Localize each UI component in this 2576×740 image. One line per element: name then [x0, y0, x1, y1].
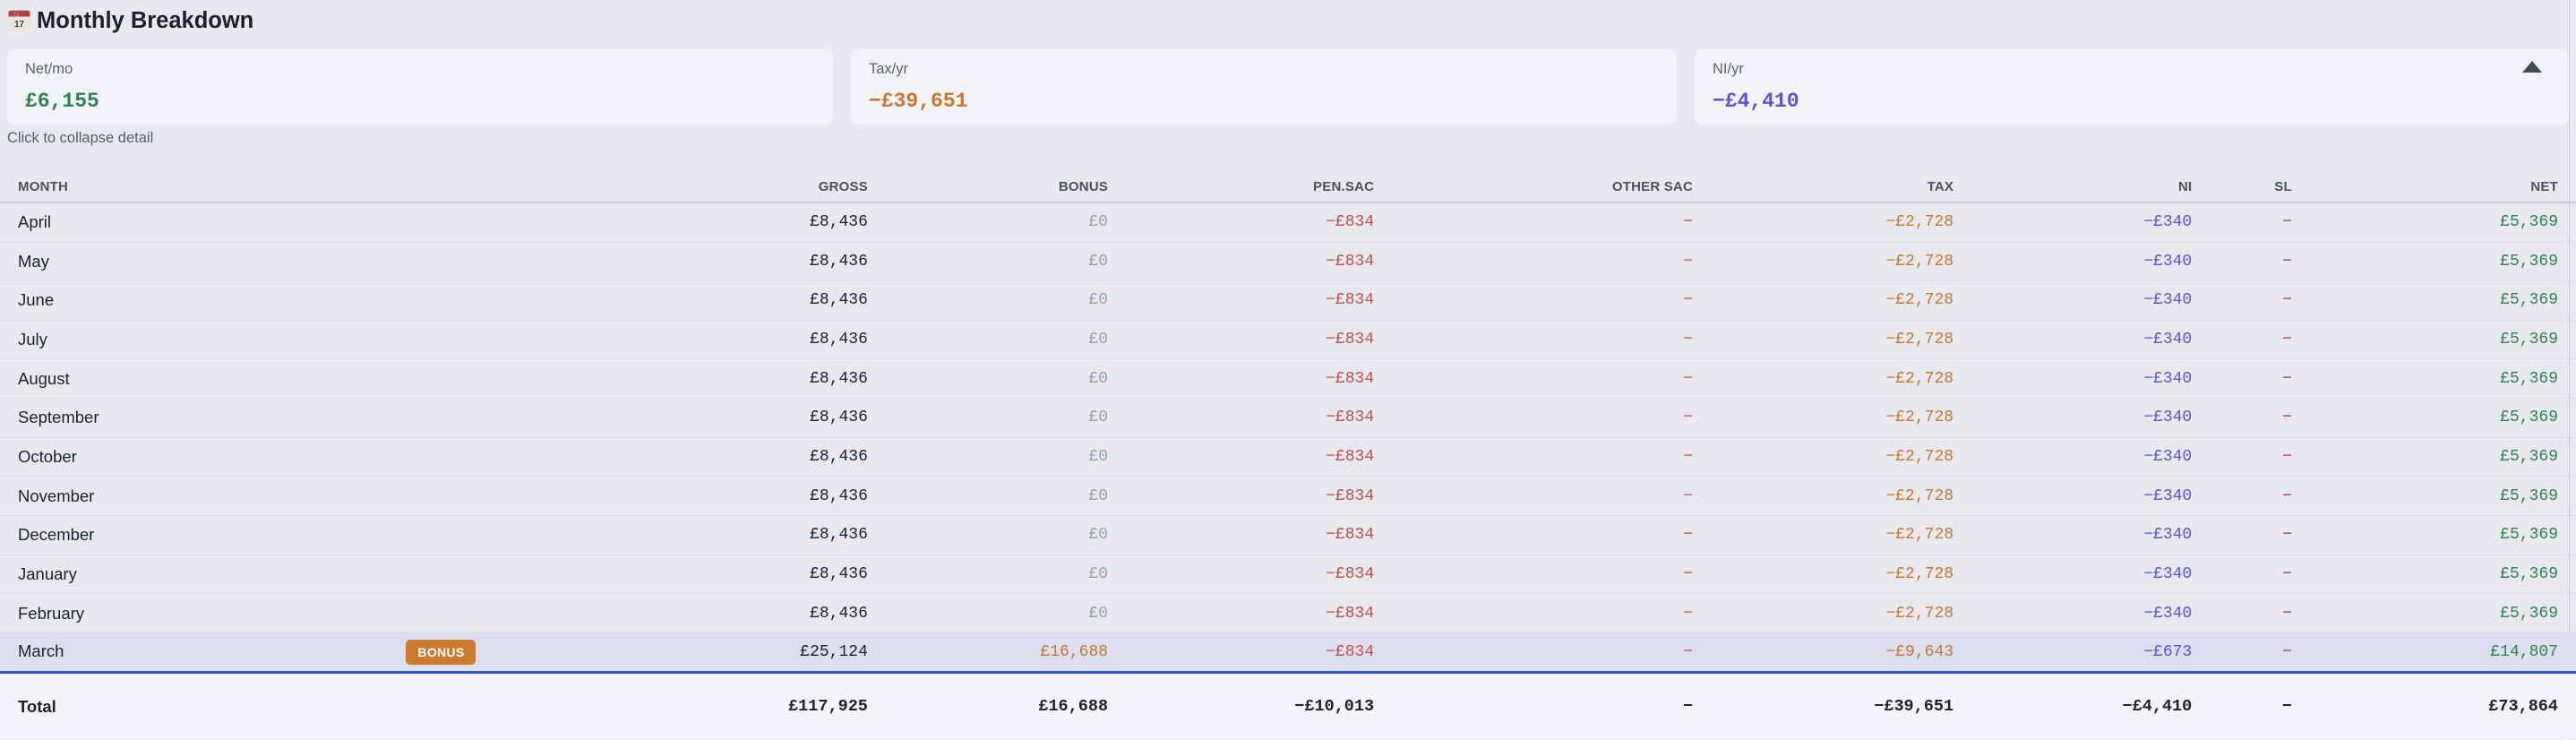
- svg-text:17: 17: [14, 20, 24, 30]
